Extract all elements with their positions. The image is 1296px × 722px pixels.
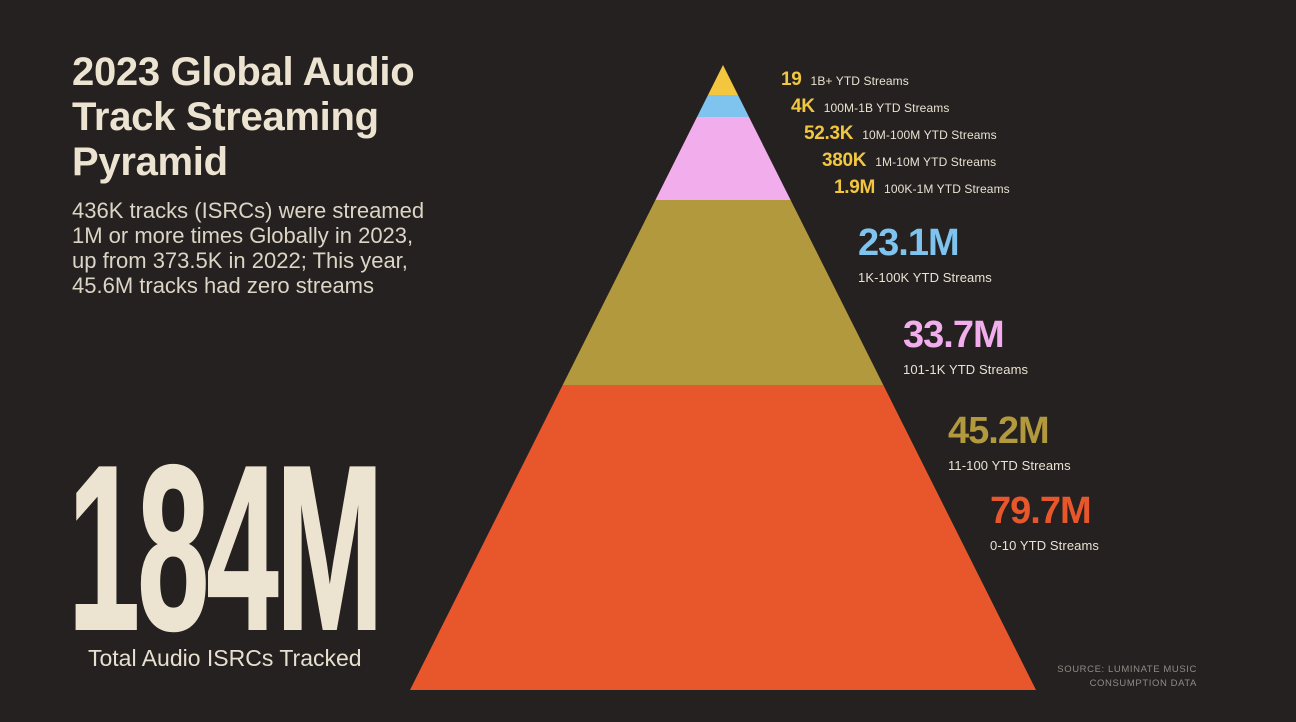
tier-range-label: 10M-100M YTD Streams	[862, 128, 997, 142]
pyramid-band-pink	[655, 117, 791, 200]
tier-range-label: 1K-100K YTD Streams	[858, 270, 992, 285]
total-tracks-value: 184M	[67, 416, 384, 679]
tier-range-label: 11-100 YTD Streams	[948, 458, 1071, 473]
tier-range-label: 100M-1B YTD Streams	[823, 101, 950, 115]
subtitle-line: up from 373.5K in 2022; This year,	[72, 248, 408, 273]
tier-value: 79.7M	[990, 490, 1092, 532]
source-credit: SOURCE: LUMINATE MUSIC CONSUMPTION DATA	[1057, 663, 1197, 691]
pyramid-band-tip	[708, 65, 738, 95]
tier-value: 380K	[822, 150, 867, 171]
tier-value: 19	[781, 69, 802, 90]
subtitle-line: 45.6M tracks had zero streams	[72, 273, 375, 298]
tier-value: 45.2M	[948, 410, 1050, 452]
tier-range-label: 0-10 YTD Streams	[990, 538, 1100, 553]
tier-label-row-100k-1m: 1.9M 100K-1M YTD Streams	[834, 177, 1010, 199]
tier-label-row-11-100: 45.2M 11-100 YTD Streams	[948, 412, 1071, 473]
tier-range-label: 1B+ YTD Streams	[810, 74, 909, 88]
page-title: 2023 Global Audio Track Streaming Pyrami…	[72, 50, 415, 184]
tier-label-row-100m-1b: 4K 100M-1B YTD Streams	[791, 96, 949, 118]
source-line: SOURCE: LUMINATE MUSIC	[1057, 664, 1197, 675]
tier-range-label: 101-1K YTD Streams	[903, 362, 1029, 377]
tier-label-row-1m-10m: 380K 1M-10M YTD Streams	[822, 150, 996, 172]
subtitle-paragraph: 436K tracks (ISRCs) were streamed 1M or …	[72, 198, 424, 298]
tier-value: 33.7M	[903, 314, 1005, 356]
tier-value: 1.9M	[834, 177, 876, 198]
tier-label-row-10m-100m: 52.3K 10M-100M YTD Streams	[804, 123, 997, 145]
pyramid-band-olive	[562, 200, 884, 385]
total-tracks-label: Total Audio ISRCs Tracked	[88, 645, 362, 671]
pyramid-band-orange	[410, 385, 1036, 690]
subtitle-line: 436K tracks (ISRCs) were streamed	[72, 198, 425, 223]
pyramid-band-blue	[697, 95, 749, 117]
tier-label-row-101-1k: 33.7M 101-1K YTD Streams	[903, 316, 1028, 377]
tier-range-label: 1M-10M YTD Streams	[875, 155, 997, 169]
tier-range-label: 100K-1M YTD Streams	[884, 182, 1010, 196]
tier-label-row-1k-100k: 23.1M 1K-100K YTD Streams	[858, 224, 992, 285]
tier-value: 23.1M	[858, 222, 960, 264]
tier-value: 4K	[791, 96, 815, 117]
subtitle-line: 1M or more times Globally in 2023,	[72, 223, 414, 248]
tier-label-row-0-10: 79.7M 0-10 YTD Streams	[990, 492, 1099, 553]
source-line: CONSUMPTION DATA	[1089, 678, 1197, 689]
tier-value: 52.3K	[804, 123, 854, 144]
tier-label-row-1b-plus: 19 1B+ YTD Streams	[781, 69, 909, 91]
